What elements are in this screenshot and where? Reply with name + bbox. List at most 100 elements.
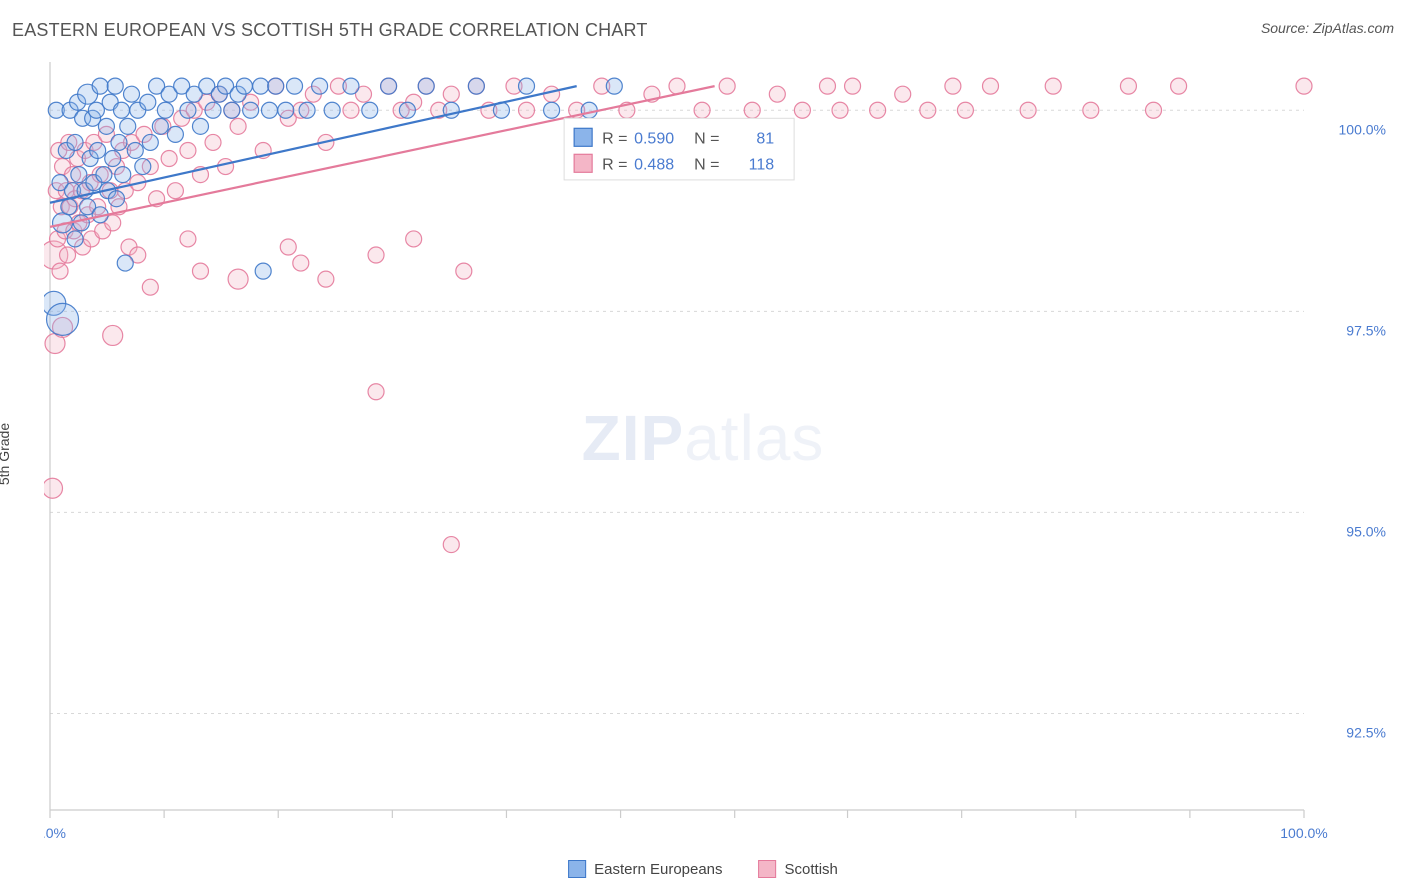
footer-legend: Eastern Europeans Scottish	[568, 860, 838, 878]
legend-label: Eastern Europeans	[594, 861, 722, 878]
scatter-point	[819, 78, 835, 94]
scatter-point	[1083, 102, 1099, 118]
scatter-point	[157, 102, 173, 118]
scatter-point	[418, 78, 434, 94]
stats-r-value: 0.488	[634, 156, 674, 173]
scatter-point	[519, 102, 535, 118]
scatter-point	[253, 78, 269, 94]
scatter-point	[278, 102, 294, 118]
scatter-point	[845, 78, 861, 94]
scatter-point	[108, 191, 124, 207]
scatter-point	[324, 102, 340, 118]
scatter-point	[456, 263, 472, 279]
legend-item: Eastern Europeans	[568, 860, 722, 878]
legend-item: Scottish	[759, 860, 838, 878]
scatter-point	[1120, 78, 1136, 94]
scatter-point	[255, 263, 271, 279]
y-tick-label: 100.0%	[1339, 121, 1386, 137]
scatter-point	[107, 78, 123, 94]
y-tick-label: 92.5%	[1346, 724, 1386, 740]
scatter-point	[406, 231, 422, 247]
stats-r-label: R =	[602, 156, 627, 173]
x-tick-label: 0.0%	[44, 825, 66, 841]
scatter-point	[443, 537, 459, 553]
scatter-point	[228, 269, 248, 289]
scatter-point	[192, 118, 208, 134]
scatter-point	[945, 78, 961, 94]
scatter-point	[519, 78, 535, 94]
scatter-point	[73, 215, 89, 231]
scatter-point	[293, 255, 309, 271]
scatter-point	[205, 102, 221, 118]
scatter-point	[111, 134, 127, 150]
scatter-point	[61, 199, 77, 215]
chart-title: EASTERN EUROPEAN VS SCOTTISH 5TH GRADE C…	[12, 20, 648, 40]
scatter-point	[135, 159, 151, 175]
scatter-point	[47, 303, 79, 335]
scatter-point	[468, 78, 484, 94]
scatter-point	[124, 86, 140, 102]
scatter-point	[343, 78, 359, 94]
scatter-point	[205, 134, 221, 150]
scatter-point	[167, 183, 183, 199]
stats-swatch	[574, 128, 592, 146]
scatter-point	[832, 102, 848, 118]
stats-n-label: N =	[694, 130, 719, 147]
scatter-point	[113, 102, 129, 118]
scatter-point	[957, 102, 973, 118]
stats-r-label: R =	[602, 130, 627, 147]
scatter-point	[67, 134, 83, 150]
scatter-point	[1296, 78, 1312, 94]
scatter-point	[312, 78, 328, 94]
scatter-point	[120, 118, 136, 134]
scatter-point	[180, 102, 196, 118]
scatter-point	[1045, 78, 1061, 94]
scatter-point	[318, 271, 334, 287]
x-tick-label: 100.0%	[1280, 825, 1327, 841]
scatter-point	[870, 102, 886, 118]
scatter-point	[44, 478, 63, 498]
scatter-point	[167, 126, 183, 142]
chart-area: 5th Grade 92.5%95.0%97.5%100.0%0.0%100.0…	[12, 58, 1394, 850]
scatter-point	[140, 94, 156, 110]
scatter-point	[224, 102, 240, 118]
scatter-point	[920, 102, 936, 118]
scatter-point	[243, 102, 259, 118]
scatter-point	[67, 231, 83, 247]
scatter-point	[105, 151, 121, 167]
scatter-point	[299, 102, 315, 118]
scatter-point	[71, 167, 87, 183]
scatter-point	[92, 78, 108, 94]
scatter-point	[399, 102, 415, 118]
scatter-point	[606, 78, 622, 94]
scatter-point	[983, 78, 999, 94]
source-label: Source: ZipAtlas.com	[1261, 20, 1394, 36]
scatter-point	[218, 159, 234, 175]
scatter-point	[669, 78, 685, 94]
scatter-plot: 92.5%95.0%97.5%100.0%0.0%100.0%R =0.590N…	[44, 58, 1394, 850]
scatter-point	[744, 102, 760, 118]
scatter-point	[127, 142, 143, 158]
scatter-point	[287, 78, 303, 94]
scatter-point	[1171, 78, 1187, 94]
scatter-point	[895, 86, 911, 102]
scatter-point	[362, 102, 378, 118]
scatter-point	[368, 247, 384, 263]
y-tick-label: 97.5%	[1346, 322, 1386, 338]
scatter-point	[443, 86, 459, 102]
scatter-point	[719, 78, 735, 94]
scatter-point	[115, 167, 131, 183]
scatter-point	[368, 384, 384, 400]
scatter-point	[1020, 102, 1036, 118]
legend-swatch	[568, 860, 586, 878]
scatter-point	[544, 86, 560, 102]
stats-r-value: 0.590	[634, 130, 674, 147]
chart-header: EASTERN EUROPEAN VS SCOTTISH 5TH GRADE C…	[12, 20, 1394, 50]
scatter-point	[1146, 102, 1162, 118]
scatter-point	[769, 86, 785, 102]
legend-label: Scottish	[785, 861, 838, 878]
scatter-point	[343, 102, 359, 118]
scatter-point	[192, 263, 208, 279]
scatter-point	[268, 78, 284, 94]
scatter-point	[117, 255, 133, 271]
